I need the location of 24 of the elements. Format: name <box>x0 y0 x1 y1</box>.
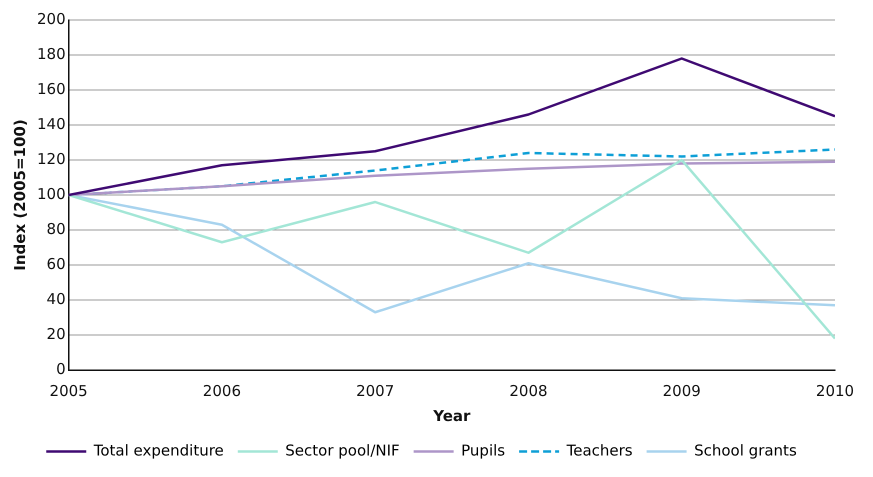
x-tick-label: 2009 <box>662 382 701 400</box>
y-tick-label: 80 <box>46 220 66 238</box>
y-tick-label: 140 <box>36 114 66 133</box>
y-axis-title: Index (2005=100) <box>10 119 29 271</box>
y-tick-label: 200 <box>36 10 66 28</box>
legend-label: Pupils <box>461 441 506 460</box>
y-tick-label: 20 <box>46 324 66 343</box>
y-tick-label: 0 <box>56 360 66 378</box>
legend-label: Sector pool/NIF <box>285 441 400 460</box>
legend-label: School grants <box>694 441 797 460</box>
x-tick-label: 2010 <box>816 382 854 400</box>
x-tick-label: 2006 <box>202 382 241 400</box>
legend-label: Teachers <box>566 441 633 460</box>
x-tick-label: 2005 <box>50 382 88 400</box>
y-tick-label: 60 <box>46 254 66 273</box>
x-tick-label: 2008 <box>509 382 548 400</box>
x-axis-title: Year <box>432 406 471 425</box>
legend-label: Total expenditure <box>92 441 224 460</box>
y-tick-label: 180 <box>36 44 66 63</box>
y-tick-label: 100 <box>36 184 66 203</box>
y-tick-label: 120 <box>36 150 66 168</box>
y-tick-label: 40 <box>46 290 66 308</box>
x-tick-label: 2007 <box>356 382 394 400</box>
y-tick-label: 160 <box>36 80 66 98</box>
